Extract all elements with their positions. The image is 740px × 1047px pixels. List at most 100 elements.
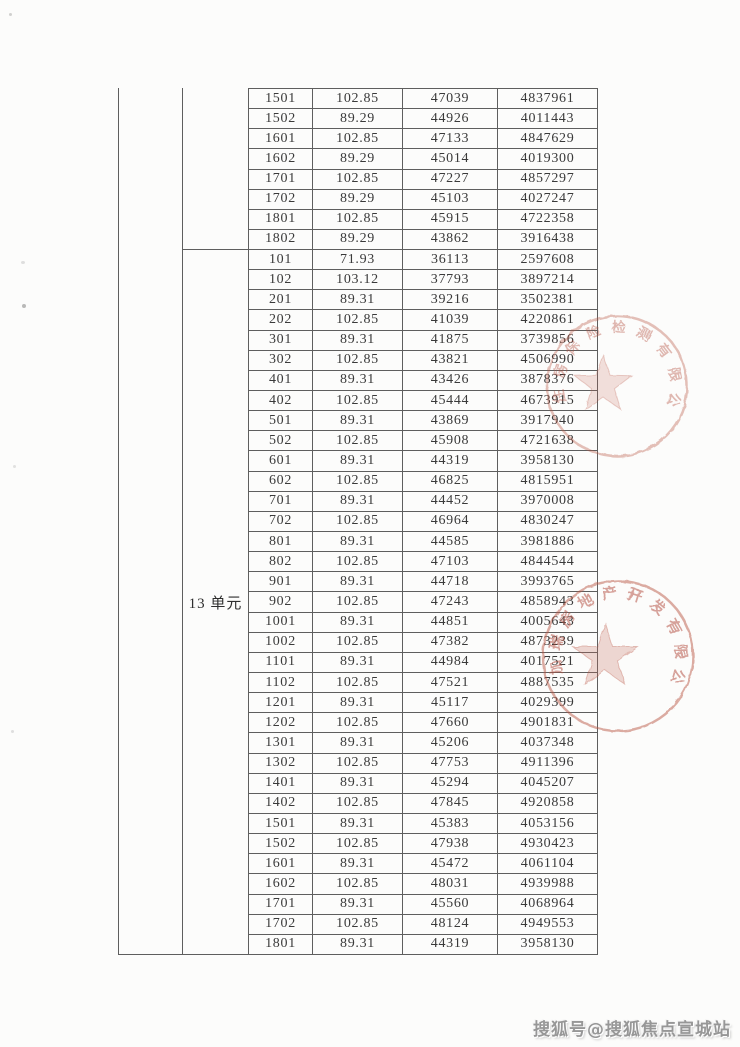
table-row: 1502 102.85 47938 4930423 bbox=[249, 834, 597, 855]
cell-total-price: 4901831 bbox=[520, 714, 575, 730]
cell-unit-price: 43869 bbox=[403, 411, 498, 431]
table-row: 201 89.31 39216 3502381 bbox=[249, 290, 597, 311]
watermark-sohu: 搜狐号@搜狐焦点宣城站 bbox=[533, 1020, 731, 1040]
cell-total-price: 4847629 bbox=[520, 130, 575, 146]
table-row: 302 102.85 43821 4506990 bbox=[249, 350, 597, 371]
cell-total-price: 4673915 bbox=[520, 392, 575, 408]
cell-area: 102.85 bbox=[313, 834, 403, 854]
cell-area: 89.31 bbox=[313, 934, 403, 954]
cell-area: 102.85 bbox=[313, 89, 403, 109]
cell-unit-price: 37793 bbox=[403, 270, 498, 290]
unit-column: 13 单元 bbox=[183, 88, 249, 954]
cell-area: 89.31 bbox=[313, 572, 403, 592]
cell-total-price: 4045207 bbox=[520, 775, 575, 791]
cell-unit-price: 48031 bbox=[403, 874, 498, 894]
cell-unit-price: 45908 bbox=[403, 431, 498, 451]
table-row: 1002 102.85 47382 4873239 bbox=[249, 632, 597, 653]
cell-room-number: 701 bbox=[249, 491, 313, 511]
table-row: 1201 89.31 45117 4029399 bbox=[249, 693, 597, 714]
table-row: 1601 102.85 47133 4847629 bbox=[249, 129, 597, 150]
scan-speck bbox=[9, 13, 12, 16]
cell-total-price: 4011443 bbox=[520, 110, 575, 126]
unit-13-label: 13 单元 bbox=[188, 595, 243, 612]
scan-speck bbox=[21, 261, 25, 264]
table-row: 1001 89.31 44851 4005643 bbox=[249, 612, 597, 633]
cell-unit-price: 44984 bbox=[403, 652, 498, 672]
cell-area: 89.31 bbox=[313, 451, 403, 471]
table-row: 101 71.93 36113 2597608 bbox=[249, 250, 597, 271]
table-row: 702 102.85 46964 4830247 bbox=[249, 511, 597, 532]
cell-area: 89.31 bbox=[313, 773, 403, 793]
table-row: 1602 89.29 45014 4019300 bbox=[249, 149, 597, 170]
cell-unit-price: 47521 bbox=[403, 672, 498, 693]
cell-area: 102.85 bbox=[313, 129, 403, 149]
cell-area: 102.85 bbox=[313, 350, 403, 370]
building-column-cell bbox=[119, 88, 183, 954]
cell-total-price: 2597608 bbox=[520, 251, 575, 267]
table-row: 1501 89.31 45383 4053156 bbox=[249, 813, 597, 835]
cell-area: 102.85 bbox=[313, 310, 403, 330]
cell-area: 89.31 bbox=[313, 652, 403, 672]
cell-room-number: 402 bbox=[249, 390, 313, 411]
cell-total-price: 4949553 bbox=[520, 916, 575, 932]
cell-room-number: 1602 bbox=[249, 149, 313, 169]
table-row: 1101 89.31 44984 4017521 bbox=[249, 652, 597, 673]
cell-unit-price: 47133 bbox=[403, 129, 498, 149]
table-row: 1701 89.31 45560 4068964 bbox=[249, 894, 597, 915]
cell-room-number: 1402 bbox=[249, 793, 313, 813]
cell-total-price: 4830247 bbox=[520, 513, 575, 529]
cell-unit-price: 47753 bbox=[403, 753, 498, 773]
table-row: 601 89.31 44319 3958130 bbox=[249, 451, 597, 472]
cell-room-number: 902 bbox=[249, 592, 313, 612]
cell-room-number: 601 bbox=[249, 451, 313, 471]
cell-unit-price: 43821 bbox=[403, 350, 498, 370]
cell-room-number: 1202 bbox=[249, 713, 313, 733]
cell-area: 102.85 bbox=[313, 753, 403, 773]
cell-room-number: 1602 bbox=[249, 874, 313, 894]
cell-unit-price: 47243 bbox=[403, 592, 498, 612]
cell-area: 89.31 bbox=[313, 854, 403, 874]
table-row: 1502 89.29 44926 4011443 bbox=[249, 109, 597, 130]
cell-room-number: 1802 bbox=[249, 229, 313, 249]
cell-area: 102.85 bbox=[313, 672, 403, 693]
cell-total-price: 3958130 bbox=[520, 452, 575, 468]
table-row: 701 89.31 44452 3970008 bbox=[249, 491, 597, 512]
cell-room-number: 1002 bbox=[249, 632, 313, 652]
unit-cell-upper bbox=[183, 88, 248, 250]
cell-area: 102.85 bbox=[313, 552, 403, 572]
table-row: 1102 102.85 47521 4887535 bbox=[249, 672, 597, 694]
cell-area: 102.85 bbox=[313, 874, 403, 894]
cell-area: 102.85 bbox=[313, 390, 403, 411]
cell-room-number: 201 bbox=[249, 290, 313, 310]
table-row: 1701 102.85 47227 4857297 bbox=[249, 169, 597, 190]
cell-total-price: 3917940 bbox=[520, 412, 575, 428]
cell-unit-price: 43862 bbox=[403, 229, 498, 249]
cell-room-number: 602 bbox=[249, 471, 313, 491]
table-row: 1402 102.85 47845 4920858 bbox=[249, 793, 597, 814]
cell-unit-price: 47938 bbox=[403, 834, 498, 854]
cell-area: 89.31 bbox=[313, 813, 403, 834]
cell-unit-price: 47103 bbox=[403, 552, 498, 572]
cell-total-price: 4005643 bbox=[520, 614, 575, 630]
cell-room-number: 801 bbox=[249, 531, 313, 552]
cell-unit-price: 44851 bbox=[403, 612, 498, 632]
cell-room-number: 102 bbox=[249, 270, 313, 290]
cell-unit-price: 47382 bbox=[403, 632, 498, 652]
cell-total-price: 4506990 bbox=[520, 352, 575, 368]
cell-total-price: 3739856 bbox=[520, 332, 575, 348]
cell-unit-price: 44319 bbox=[403, 934, 498, 954]
cell-total-price: 4017521 bbox=[520, 654, 575, 670]
cell-total-price: 4920858 bbox=[520, 795, 575, 811]
table-row: 1802 89.29 43862 3916438 bbox=[249, 229, 597, 250]
cell-room-number: 502 bbox=[249, 431, 313, 451]
cell-total-price: 4815951 bbox=[520, 473, 575, 489]
cell-area: 102.85 bbox=[313, 713, 403, 733]
cell-room-number: 1701 bbox=[249, 169, 313, 189]
table-row: 401 89.31 43426 3878376 bbox=[249, 370, 597, 391]
cell-total-price: 4844544 bbox=[520, 553, 575, 569]
cell-room-number: 1801 bbox=[249, 209, 313, 229]
table-row: 901 89.31 44718 3993765 bbox=[249, 572, 597, 593]
cell-room-number: 1101 bbox=[249, 652, 313, 672]
cell-room-number: 302 bbox=[249, 350, 313, 370]
